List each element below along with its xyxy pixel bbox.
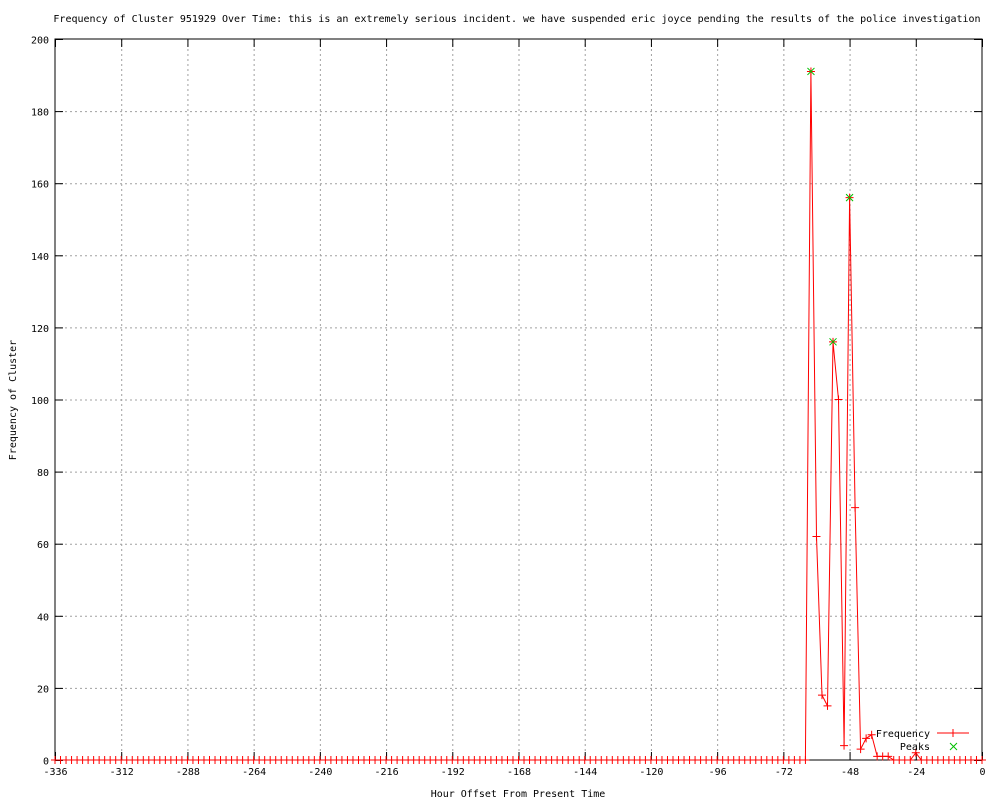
legend-marker-frequency [949,729,957,737]
x-tick-label: -240 [308,767,332,778]
x-tick-label: -312 [110,767,134,778]
x-tick-label: -120 [639,767,663,778]
y-tick-label: 200 [31,36,49,47]
x-tick-label: -216 [375,767,399,778]
frequency-point [812,532,821,541]
x-tick-label: -288 [176,767,200,778]
legend: Frequency Peaks [876,729,969,753]
peak-point [829,337,837,346]
y-tick-label: 100 [31,396,49,407]
frequency-point [906,756,915,764]
x-tick-label: -144 [573,767,597,778]
peak-point [807,67,815,76]
y-axis-label: Frequency of Cluster [8,340,19,460]
x-tick-label: -96 [709,767,727,778]
frequency-point [856,745,865,754]
frequency-point [884,752,893,761]
y-tick-label: 60 [37,540,49,551]
frequency-point [911,748,920,757]
y-tick-label: 140 [31,252,49,263]
frequency-point [978,756,986,764]
frequency-point [840,741,849,750]
y-tick-label: 0 [43,757,49,768]
y-tick-label: 180 [31,108,49,119]
x-tick-label: -264 [242,767,266,778]
chart-title: Frequency of Cluster 951929 Over Time: t… [53,14,980,25]
x-tick-label: -168 [507,767,531,778]
peak-point [845,193,854,202]
x-tick-label: -24 [907,767,925,778]
frequency-point [867,730,876,739]
frequency-point [851,503,860,512]
x-axis-label: Hour Offset From Present Time [431,789,606,800]
frequency-point [823,701,832,710]
grid [55,39,982,760]
x-tick-label: 0 [979,767,985,778]
y-tick-label: 160 [31,180,49,191]
frequency-point [817,691,826,700]
y-tick-label: 40 [37,612,49,623]
frequency-point [834,395,843,404]
frequency-point [862,734,871,743]
legend-marker-peaks [949,742,958,751]
y-tick-label: 80 [37,468,49,479]
x-tick-label: -72 [775,767,793,778]
legend-label-peaks: Peaks [900,742,930,753]
x-tick-label: -48 [841,767,859,778]
legend-label-frequency: Frequency [876,729,930,740]
y-tick-label: 120 [31,324,49,335]
x-tick-label: -192 [441,767,465,778]
frequency-point [801,756,810,764]
series-layer [51,67,986,764]
x-tick-label: -336 [43,767,67,778]
y-tick-label: 20 [37,684,49,695]
